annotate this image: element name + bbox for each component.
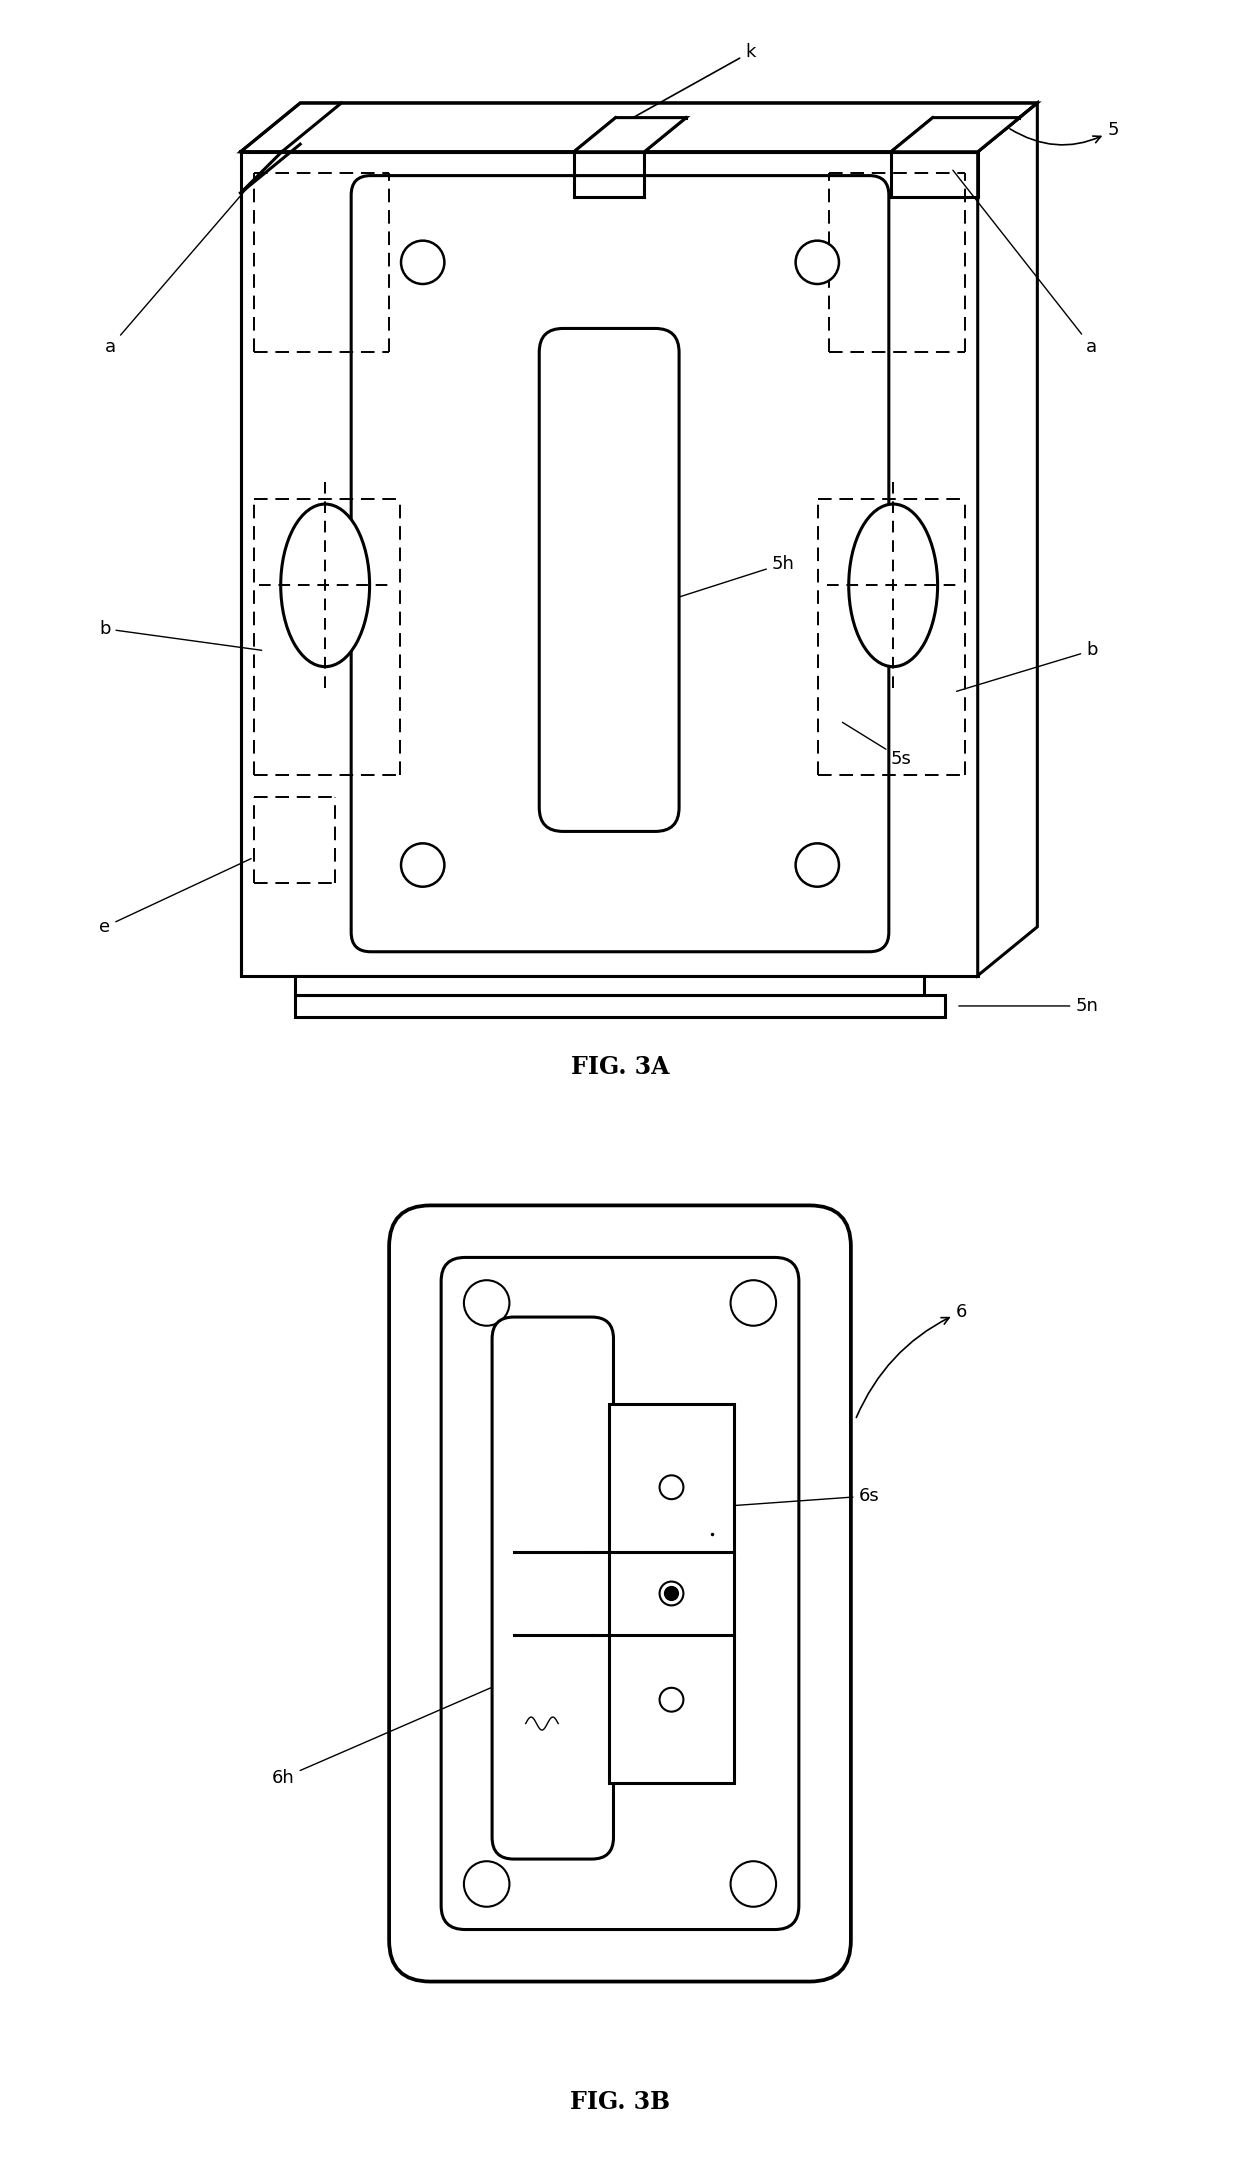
Polygon shape — [977, 102, 1038, 976]
Text: FIG. 3A: FIG. 3A — [570, 1054, 670, 1077]
Circle shape — [730, 1279, 776, 1325]
Circle shape — [730, 1860, 776, 1908]
Polygon shape — [574, 117, 686, 152]
Text: k: k — [618, 43, 755, 126]
Circle shape — [796, 241, 839, 284]
Text: 5: 5 — [1009, 121, 1120, 145]
Circle shape — [464, 1860, 510, 1908]
FancyBboxPatch shape — [351, 176, 889, 952]
Text: b: b — [956, 642, 1097, 692]
Text: 5s: 5s — [842, 722, 911, 767]
Bar — [241, 152, 977, 976]
Text: e: e — [99, 859, 250, 937]
Text: b: b — [99, 620, 262, 650]
Bar — [295, 995, 945, 1017]
Circle shape — [665, 1587, 678, 1600]
FancyBboxPatch shape — [389, 1205, 851, 1982]
Text: 6h: 6h — [272, 1682, 506, 1786]
Circle shape — [660, 1476, 683, 1500]
Text: 6s: 6s — [675, 1487, 879, 1509]
Text: FIG. 3B: FIG. 3B — [570, 2090, 670, 2114]
FancyBboxPatch shape — [492, 1316, 614, 1860]
Ellipse shape — [280, 505, 370, 668]
Text: a: a — [105, 169, 263, 356]
Text: 5h: 5h — [634, 555, 795, 611]
Ellipse shape — [848, 505, 937, 668]
Text: 6: 6 — [857, 1303, 967, 1418]
Circle shape — [401, 843, 444, 887]
Circle shape — [660, 1687, 683, 1713]
Bar — [609, 1405, 734, 1782]
Circle shape — [464, 1279, 510, 1325]
FancyBboxPatch shape — [539, 330, 680, 833]
Polygon shape — [241, 102, 1038, 152]
Text: a: a — [952, 171, 1097, 356]
Text: 5n: 5n — [959, 997, 1099, 1015]
Circle shape — [796, 843, 839, 887]
Polygon shape — [892, 117, 1019, 152]
Circle shape — [660, 1583, 683, 1604]
Bar — [295, 976, 924, 995]
Circle shape — [401, 241, 444, 284]
FancyBboxPatch shape — [441, 1257, 799, 1930]
